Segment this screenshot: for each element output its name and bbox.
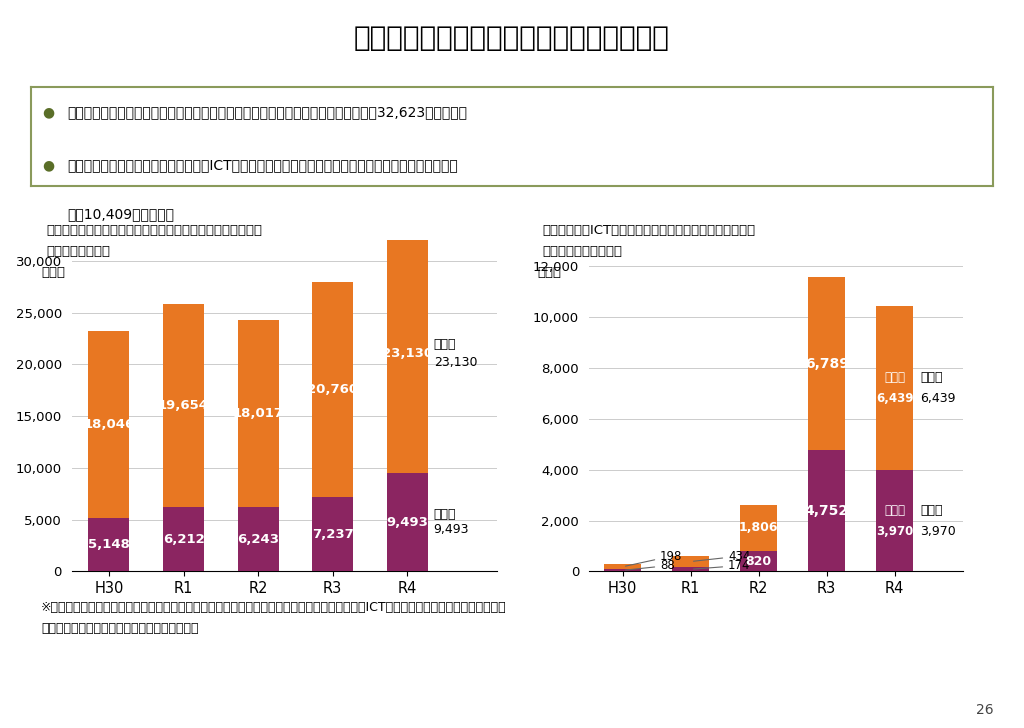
Bar — [238, 507, 279, 571]
Text: 学校外の機関等で相談・指導等を受け、指導要録上出席扱い: 学校外の機関等で相談・指導等を受け、指導要録上出席扱い — [46, 224, 262, 237]
Bar — [163, 507, 204, 571]
Text: 学校外の機関等で相談・指導等を受け、指導要録上出席扱いとした児童生徒数は、32,623人である。: 学校外の機関等で相談・指導等を受け、指導要録上出席扱いとした児童生徒数は、32,… — [68, 105, 467, 119]
Text: ※　学校外の機関等で相談・指導等を受け、指導要録上出席扱いとした児童生徒と自宅におけるICT等を活用した学習活動を指導要録上: ※ 学校外の機関等で相談・指導等を受け、指導要録上出席扱いとした児童生徒と自宅に… — [41, 601, 507, 614]
Text: 不登校児童生徒のうち、自宅におけるICT等を活用した学習活動を指導要録上出席扱いとした児童生徒: 不登校児童生徒のうち、自宅におけるICT等を活用した学習活動を指導要録上出席扱い… — [68, 158, 458, 172]
Text: 自宅におけるICT等を活用した学習活動を指導要録上出席: 自宅におけるICT等を活用した学習活動を指導要録上出席 — [543, 224, 756, 237]
Text: 820: 820 — [745, 555, 772, 568]
Bar — [88, 331, 129, 518]
Text: 19,654: 19,654 — [158, 399, 209, 412]
Text: 数は10,409人である。: 数は10,409人である。 — [68, 207, 174, 221]
Text: ●: ● — [42, 105, 54, 119]
Text: 198: 198 — [626, 550, 683, 566]
Bar — [672, 556, 710, 567]
Text: 6,789: 6,789 — [805, 357, 849, 371]
Bar — [876, 306, 913, 470]
Text: 88: 88 — [626, 559, 675, 572]
Text: 434: 434 — [693, 550, 751, 563]
Text: とした児童生徒数: とした児童生徒数 — [46, 245, 111, 258]
Bar — [163, 304, 204, 507]
Text: 小・中学校における不登校の状況について: 小・中学校における不登校の状況について — [354, 24, 670, 52]
Text: （人）: （人） — [538, 266, 561, 280]
Bar — [740, 505, 777, 550]
Text: 中学校: 中学校 — [884, 371, 905, 384]
Bar — [808, 277, 846, 451]
Text: 6,439: 6,439 — [876, 392, 913, 405]
Text: ●: ● — [42, 158, 54, 172]
Bar — [672, 567, 710, 571]
Text: 174: 174 — [693, 559, 751, 572]
Text: 6,212: 6,212 — [163, 533, 205, 546]
Text: 20,760: 20,760 — [307, 383, 358, 395]
Text: 小学校: 小学校 — [433, 508, 456, 521]
Bar — [876, 470, 913, 571]
Bar — [312, 282, 353, 496]
Text: 3,970: 3,970 — [921, 525, 955, 538]
Text: 出席扱いとした児童生徒は重複もあり得る。: 出席扱いとした児童生徒は重複もあり得る。 — [41, 622, 199, 636]
Text: 23,130: 23,130 — [433, 355, 477, 368]
Text: 9,493: 9,493 — [386, 516, 428, 529]
Bar — [88, 518, 129, 571]
Bar — [604, 569, 641, 571]
Bar — [740, 550, 777, 571]
Text: 5,148: 5,148 — [88, 538, 130, 551]
Text: 3,970: 3,970 — [876, 525, 913, 538]
Text: 中学校: 中学校 — [433, 339, 456, 352]
Text: （人）: （人） — [41, 266, 65, 280]
Text: 小学校: 小学校 — [921, 504, 942, 517]
Text: 26: 26 — [976, 703, 993, 717]
Text: 4,752: 4,752 — [805, 504, 849, 518]
Text: 1,806: 1,806 — [739, 521, 778, 534]
Bar — [604, 564, 641, 569]
Text: 6,439: 6,439 — [921, 392, 955, 405]
Text: 18,017: 18,017 — [232, 407, 284, 420]
Text: 9,493: 9,493 — [433, 523, 469, 537]
Text: 小学校: 小学校 — [884, 504, 905, 517]
Text: 23,130: 23,130 — [382, 347, 433, 360]
Text: 扱いとした児童生徒数: 扱いとした児童生徒数 — [543, 245, 623, 258]
Bar — [387, 234, 428, 473]
Bar — [387, 473, 428, 571]
Text: 中学校: 中学校 — [921, 371, 942, 384]
Bar — [808, 451, 846, 571]
Text: 18,046: 18,046 — [83, 419, 134, 431]
Text: 7,237: 7,237 — [311, 528, 353, 540]
Text: 6,243: 6,243 — [238, 533, 280, 546]
Bar — [312, 496, 353, 571]
Bar — [238, 320, 279, 507]
